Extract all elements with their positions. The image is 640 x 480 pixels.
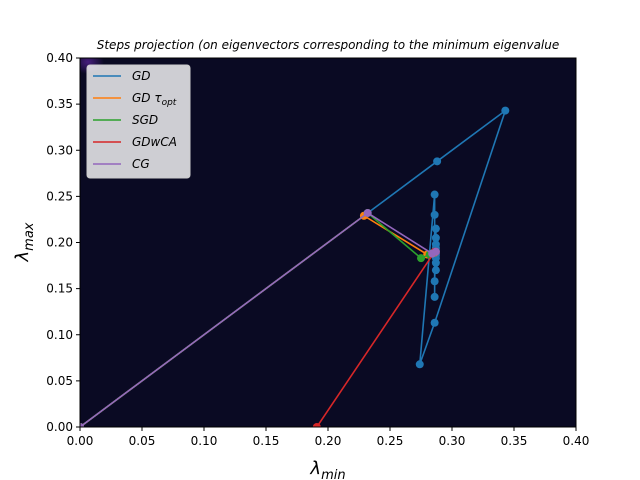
data-point-gdwca [312, 423, 321, 427]
x-tick-label: 0.40 [563, 434, 590, 448]
legend-label-text: GD [132, 69, 151, 83]
x-tick-label: 0.35 [501, 434, 528, 448]
data-point-sgd [417, 254, 425, 263]
x-axis: 0.00 0.05 0.10 0.15 0.20 0.25 0.30 0.35 0.40 [67, 427, 590, 448]
data-point-gd [430, 277, 439, 286]
data-point-gd [431, 224, 440, 233]
x-axis-label-sub: min [321, 468, 346, 480]
y-tick-label: 0.00 [46, 420, 73, 434]
legend-label-text: GDwCA [132, 135, 177, 149]
y-axis: 0.00 0.05 0.10 0.15 0.20 0.25 0.30 0.35 0.40 [46, 51, 80, 434]
legend-label-text: GD τ [132, 91, 162, 105]
data-point-gd [430, 292, 439, 301]
data-point-gd [430, 190, 439, 199]
series-cg [80, 208, 440, 427]
legend-label: SGD [132, 113, 158, 127]
legend-label-text: CG [132, 157, 150, 171]
series-layer [80, 106, 510, 427]
y-axis-label-sub: max [22, 222, 37, 251]
data-point-gd [501, 106, 510, 115]
data-point-gd [433, 157, 442, 166]
y-axis-label: λmax [12, 222, 37, 262]
data-point-gd [431, 266, 440, 275]
x-tick-label: 0.00 [67, 434, 94, 448]
data-point-cg [363, 208, 372, 217]
legend-label: GD τopt [132, 91, 177, 108]
y-tick-label: 0.10 [46, 328, 73, 342]
data-point-cg [80, 423, 84, 427]
y-tick-label: 0.25 [46, 189, 73, 203]
y-tick-label: 0.35 [46, 97, 73, 111]
legend-box [86, 64, 191, 179]
legend-label-text: SGD [132, 113, 158, 127]
x-tick-label: 0.30 [439, 434, 466, 448]
legend: GD GD τopt SGD GDwCA CG [86, 64, 191, 179]
y-tick-label: 0.30 [46, 143, 73, 157]
x-tick-label: 0.05 [129, 434, 156, 448]
y-tick-label: 0.15 [46, 282, 73, 296]
y-tick-label: 0.05 [46, 374, 73, 388]
data-point-cg [431, 247, 440, 256]
data-point-gd [430, 318, 439, 327]
chart-title: Steps projection (on eigenvectors corres… [97, 38, 560, 52]
x-tick-label: 0.15 [253, 434, 280, 448]
x-axis-label: λmin [309, 458, 345, 480]
x-tick-label: 0.25 [377, 434, 404, 448]
legend-label-subscript: opt [162, 98, 177, 108]
legend-label: GD [132, 69, 151, 83]
legend-label: CG [132, 157, 150, 171]
legend-label: GDwCA [132, 135, 177, 149]
x-tick-label: 0.20 [315, 434, 342, 448]
x-axis-label-main: λ [309, 458, 321, 479]
y-axis-label-main: λ [12, 251, 33, 263]
data-point-gd [430, 210, 439, 219]
y-tick-label: 0.40 [46, 51, 73, 65]
data-point-gd [415, 360, 424, 369]
data-point-gd [431, 233, 440, 242]
x-tick-label: 0.10 [191, 434, 218, 448]
y-tick-label: 0.20 [46, 236, 73, 250]
